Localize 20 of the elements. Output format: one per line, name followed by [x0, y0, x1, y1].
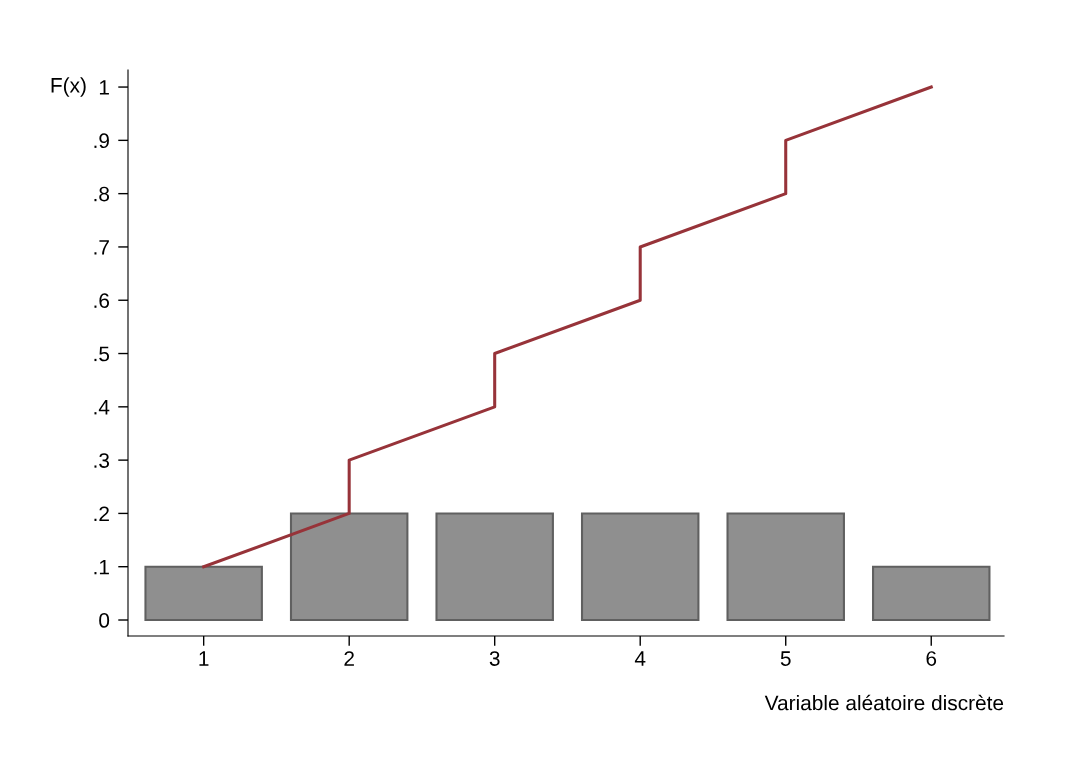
x-tick-label: 3 — [489, 651, 500, 666]
x-axis-title: Variable aléatoire discrète — [764, 694, 1004, 711]
y-tick-label: .4 — [94, 400, 110, 415]
x-tick-label: 6 — [926, 651, 937, 666]
line-series — [202, 85, 933, 569]
y-tick-label: 0 — [99, 613, 110, 628]
x-tick-label: 4 — [634, 651, 646, 666]
y-tick-label: .5 — [94, 346, 110, 362]
y-tick-label: .3 — [94, 453, 110, 468]
x-tick-label: 1 — [199, 651, 209, 666]
y-tick-label: 1 — [99, 80, 109, 95]
y-tick-label: .1 — [94, 559, 109, 575]
y-axis-title: F(x) — [51, 77, 86, 97]
x-tick-label: 2 — [344, 651, 354, 666]
y-tick-label: .2 — [94, 506, 109, 521]
y-tick-label: .8 — [94, 186, 110, 202]
x-tick-label: 5 — [780, 651, 791, 666]
y-tick-label: .9 — [94, 133, 109, 149]
y-tick-label: .6 — [94, 293, 110, 308]
y-tick-label: .7 — [94, 240, 109, 255]
